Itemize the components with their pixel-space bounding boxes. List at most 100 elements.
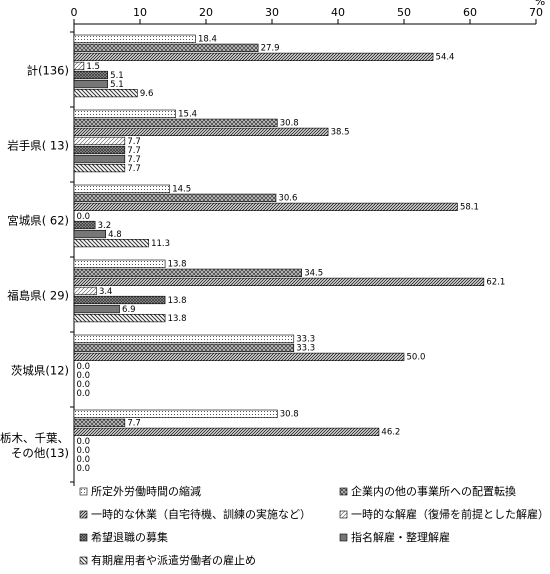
bar	[73, 268, 302, 277]
x-tick-label: 10	[133, 6, 147, 19]
x-tick-label: 0	[71, 6, 78, 19]
x-axis-unit: %	[535, 0, 545, 8]
bar-value-label: 7.7	[127, 164, 141, 174]
bar-value-label: 11.3	[151, 239, 170, 249]
x-tick-label: 70	[529, 6, 543, 19]
x-tick-label: 30	[265, 6, 279, 19]
bar-value-label: 7.7	[127, 419, 141, 429]
legend-label: 一時的な休業（自宅待機、訓練の実施など）	[91, 507, 311, 521]
bar-value-label: 13.8	[168, 296, 187, 306]
bar	[73, 61, 85, 71]
bar-value-label: 30.8	[280, 119, 299, 129]
category-label: その他(13)	[11, 446, 69, 460]
bar-value-label: 18.4	[198, 35, 217, 45]
category-label: 栃木、千葉、	[0, 431, 69, 445]
bar	[73, 136, 126, 146]
bar-value-label: 1.5	[86, 62, 100, 72]
legend-label: 希望退職の募集	[91, 530, 168, 544]
bar	[73, 43, 259, 52]
bar-value-label: 0.0	[77, 380, 91, 390]
bar	[73, 154, 126, 164]
bar-value-label: 7.7	[127, 137, 141, 147]
category-label: 岩手県( 13)	[7, 139, 69, 153]
bar-value-label: 38.5	[331, 128, 350, 138]
bar-value-label: 7.7	[127, 146, 141, 156]
bar	[73, 352, 405, 362]
legend-swatch	[339, 533, 348, 542]
bar	[73, 52, 434, 61]
bar	[73, 277, 485, 287]
bar-value-label: 9.6	[140, 89, 154, 99]
bar-value-label: 14.5	[172, 185, 191, 195]
legend-swatch	[79, 533, 88, 542]
bar	[73, 418, 126, 427]
bar	[73, 286, 97, 296]
bar	[73, 409, 278, 418]
bars	[73, 34, 485, 437]
legend: 所定外労働時間の縮減 企業内の他の事業所への配置転換一時的な休業（自宅待機、訓練の…	[79, 484, 549, 567]
bar	[73, 313, 166, 323]
axis: 0 10 20 30 40 50 60 70%	[70, 0, 545, 486]
legend-label: 指名解雇・整理解雇	[351, 530, 450, 544]
bar	[73, 109, 176, 118]
bar	[73, 127, 329, 137]
legend-label: 所定外労働時間の縮減	[91, 484, 201, 498]
x-tick-label: 60	[463, 6, 477, 19]
bar-value-label: 62.1	[486, 278, 505, 288]
bar	[73, 343, 295, 352]
bar-value-label: 15.4	[178, 110, 197, 120]
legend-swatch	[79, 487, 88, 496]
bar	[73, 295, 166, 305]
legend-swatch	[339, 510, 348, 519]
bar	[73, 220, 96, 230]
bar	[73, 164, 126, 173]
bar-value-label: 33.3	[296, 344, 315, 354]
bar	[73, 34, 196, 43]
bar	[73, 193, 277, 202]
bar-value-label: 0.0	[77, 212, 91, 222]
bar	[73, 304, 120, 314]
legend-swatch	[339, 487, 348, 496]
bar-value-label: 7.7	[127, 155, 141, 165]
bar-value-label: 3.4	[99, 287, 113, 297]
bar-value-label: 30.8	[280, 410, 299, 420]
bar-value-label: 3.2	[98, 221, 112, 231]
legend-label: 企業内の他の事業所への配置転換	[351, 484, 516, 498]
data-labels: 18.427.954.41.55.15.19.615.430.838.57.77…	[77, 35, 506, 474]
bar-value-label: 30.6	[278, 194, 297, 204]
bar-value-label: 0.0	[77, 437, 91, 447]
category-labels: 計(136) 岩手県( 13) 宮城県( 62) 福島県( 29) 茨城県(12) 栃木、…	[0, 64, 69, 461]
bar-value-label: 6.9	[122, 305, 136, 315]
legend-label: 一時的な解雇（復帰を前提とした解雇）	[351, 507, 549, 521]
x-tick-label: 50	[397, 6, 411, 19]
bar-value-label: 0.0	[77, 362, 91, 372]
bar	[73, 70, 108, 80]
bar-value-label: 27.9	[261, 44, 280, 54]
bar	[73, 89, 138, 98]
bar-value-label: 0.0	[77, 455, 91, 465]
category-label: 福島県( 29)	[7, 289, 69, 303]
x-tick-label: 40	[331, 6, 345, 19]
legend-swatch	[79, 510, 88, 519]
bar	[73, 239, 149, 248]
bar-value-label: 13.8	[168, 260, 187, 270]
bar-value-label: 13.8	[168, 314, 187, 324]
bar-value-label: 5.1	[110, 80, 124, 90]
bar	[73, 202, 458, 212]
category-label: 茨城県(12)	[11, 364, 69, 378]
bar-value-label: 0.0	[77, 446, 91, 456]
x-tick-label: 20	[199, 6, 213, 19]
category-label: 計(136)	[27, 64, 69, 78]
bar-value-label: 0.0	[77, 389, 91, 399]
bar-value-label: 54.4	[436, 53, 455, 63]
legend-label: 有期雇用者や派遣労働者の雇止め	[91, 553, 256, 567]
bar	[73, 79, 108, 89]
bar	[73, 229, 106, 239]
bar	[73, 334, 295, 343]
category-label: 宮城県( 62)	[7, 214, 69, 228]
bar-value-label: 4.8	[108, 230, 122, 240]
bar-value-label: 0.0	[77, 371, 91, 381]
bar	[73, 259, 166, 268]
bar-value-label: 46.2	[381, 428, 400, 438]
bar-value-label: 0.0	[77, 464, 91, 474]
